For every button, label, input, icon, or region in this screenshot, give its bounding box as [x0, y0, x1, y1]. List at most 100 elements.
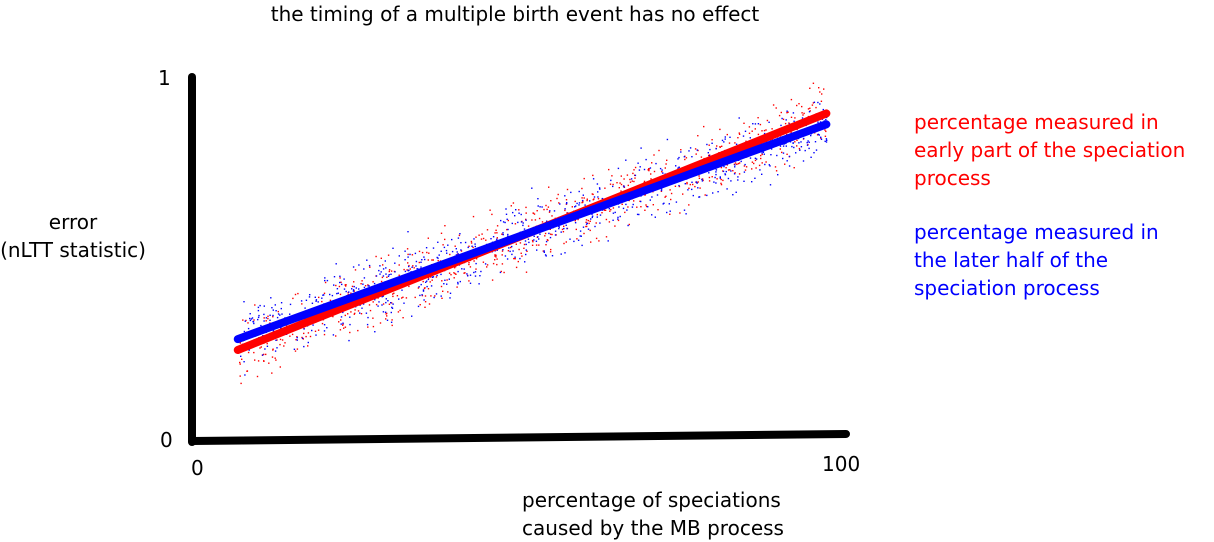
- scatter-point: [810, 134, 812, 137]
- scatter-point: [243, 361, 245, 363]
- scatter-point: [703, 125, 705, 128]
- scatter-point: [378, 269, 380, 272]
- scatter-point: [267, 317, 269, 320]
- scatter-point: [728, 142, 731, 144]
- scatter-point: [382, 275, 385, 277]
- scatter-point: [579, 230, 582, 232]
- scatter-point: [267, 315, 269, 317]
- scatter-point: [296, 339, 298, 341]
- scatter-point: [262, 354, 264, 356]
- scatter-point: [411, 266, 413, 268]
- scatter-point: [769, 184, 772, 186]
- scatter-point: [610, 208, 612, 211]
- scatter-point: [745, 166, 748, 168]
- scatter-point: [525, 271, 528, 273]
- scatter-point: [408, 269, 410, 272]
- scatter-point: [430, 295, 432, 297]
- scatter-point: [461, 268, 463, 270]
- scatter-point: [440, 232, 443, 234]
- scatter-point: [420, 283, 422, 286]
- scatter-point: [574, 206, 576, 208]
- scatter-point: [743, 180, 745, 182]
- scatter-point: [824, 135, 827, 137]
- scatter-point: [560, 253, 562, 255]
- scatter-point: [535, 244, 538, 246]
- scatter-point: [696, 182, 698, 184]
- chart-title: the timing of a multiple birth event has…: [270, 2, 760, 26]
- scatter-point: [685, 157, 688, 159]
- scatter-point: [239, 361, 241, 364]
- scatter-point: [470, 242, 473, 244]
- scatter-point: [367, 326, 369, 328]
- scatter-point: [381, 304, 383, 306]
- scatter-point: [266, 345, 269, 347]
- scatter-point: [595, 237, 598, 240]
- legend-text-line: percentage measured in: [914, 110, 1159, 134]
- scatter-point: [415, 265, 417, 267]
- scatter-point: [820, 137, 822, 139]
- scatter-point: [339, 277, 341, 279]
- scatter-point: [373, 282, 376, 285]
- scatter-point: [631, 180, 633, 182]
- scatter-point: [751, 181, 753, 183]
- scatter-point: [574, 200, 576, 203]
- scatter-point: [503, 271, 505, 274]
- scatter-point: [409, 253, 411, 256]
- scatter-point: [475, 262, 477, 265]
- scatter-point: [708, 155, 711, 157]
- scatter-point: [419, 294, 421, 297]
- scatter-point: [726, 164, 728, 166]
- scatter-point: [743, 165, 746, 167]
- scatter-point: [680, 151, 682, 153]
- scatter-point: [303, 332, 305, 335]
- scatter-point: [438, 254, 440, 256]
- scatter-point: [651, 162, 653, 164]
- scatter-point: [296, 348, 299, 350]
- scatter-point: [326, 279, 329, 282]
- scatter-point: [725, 167, 727, 169]
- scatter-point: [735, 143, 738, 145]
- scatter-point: [517, 221, 519, 224]
- scatter-point: [796, 104, 798, 107]
- scatter-point: [582, 201, 584, 203]
- scatter-point: [553, 210, 556, 212]
- scatter-point: [473, 271, 475, 274]
- scatter-point: [556, 197, 558, 200]
- scatter-point: [406, 269, 408, 271]
- scatter-point: [668, 203, 670, 205]
- scatter-point: [660, 188, 663, 190]
- scatter-point: [502, 221, 505, 223]
- scatter-point: [822, 108, 824, 111]
- scatter-point: [394, 271, 396, 273]
- scatter-point: [760, 154, 762, 157]
- scatter-point: [531, 219, 533, 221]
- scatter-point: [793, 167, 795, 169]
- scatter-point: [455, 254, 458, 256]
- scatter-point: [511, 253, 513, 256]
- scatter-point: [782, 118, 785, 120]
- scatter-point: [726, 133, 728, 136]
- scatter-point: [744, 163, 746, 166]
- scatter-point: [640, 147, 642, 149]
- scatter-point: [456, 286, 458, 288]
- scatter-point: [372, 325, 375, 328]
- scatter-point: [669, 189, 671, 191]
- scatter-point: [349, 316, 351, 318]
- scatter-point: [811, 104, 814, 106]
- scatter-point: [782, 157, 784, 160]
- scatter-point: [780, 111, 782, 114]
- scatter-point: [475, 268, 477, 270]
- scatter-point: [574, 222, 577, 224]
- scatter-point: [612, 185, 614, 188]
- scatter-point: [435, 293, 438, 295]
- y-axis-label-line: (nLTT statistic): [0, 238, 146, 262]
- scatter-point: [677, 158, 679, 160]
- scatter-point: [810, 156, 812, 158]
- scatter-point: [360, 283, 362, 285]
- scatter-point: [367, 285, 369, 287]
- scatter-point: [605, 218, 608, 221]
- scatter-point: [596, 213, 598, 216]
- scatter-point: [354, 309, 356, 311]
- scatter-point: [785, 119, 787, 121]
- scatter-point: [358, 288, 360, 290]
